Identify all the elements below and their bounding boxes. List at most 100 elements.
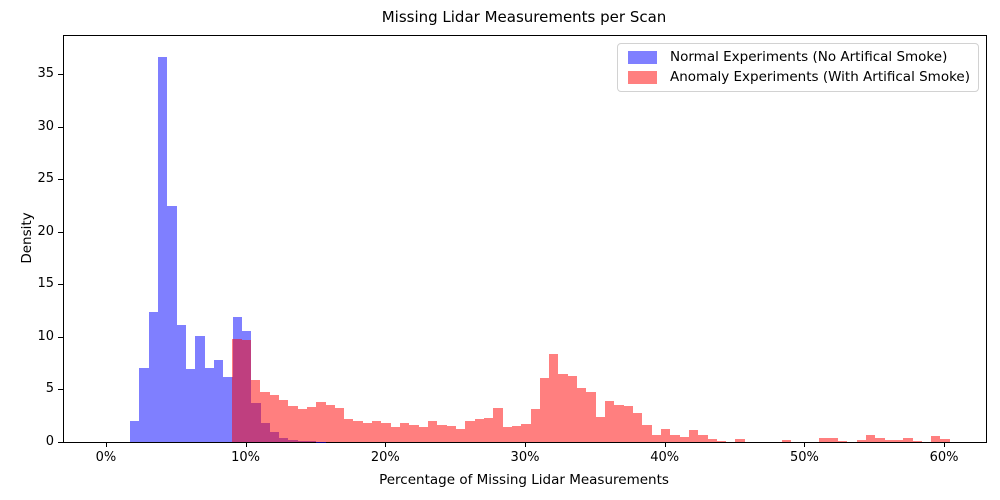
histogram-bar [838, 440, 847, 442]
histogram-bar [577, 388, 586, 442]
histogram-bar [512, 425, 521, 442]
x-tick-mark [944, 442, 946, 447]
x-tick-mark [105, 442, 107, 447]
histogram-bar [437, 424, 447, 442]
histogram-bar [223, 376, 233, 442]
histogram-bar [605, 401, 614, 442]
histogram-bar [363, 423, 372, 442]
legend-label-anomaly: Anomaly Experiments (With Artifical Smok… [670, 69, 970, 85]
histogram-bar [353, 421, 363, 442]
y-tick-mark [58, 336, 63, 338]
histogram-bar [661, 429, 670, 442]
histogram-bar [447, 426, 456, 442]
histogram-bar [521, 424, 531, 442]
histogram-bar [689, 430, 698, 442]
histogram-bar [167, 206, 177, 442]
y-tick-mark [58, 442, 63, 443]
y-tick-mark [58, 284, 63, 286]
histogram-bar [186, 369, 195, 442]
histogram-bar [149, 311, 158, 442]
histogram-bar [251, 379, 260, 442]
histogram-bar [195, 335, 205, 442]
histogram-bar [540, 377, 549, 442]
histogram-bar [139, 368, 149, 442]
x-tick-label: 0% [95, 450, 117, 465]
histogram-bar [493, 408, 503, 442]
y-tick-mark [58, 389, 63, 391]
histogram-bar [326, 405, 335, 442]
y-tick-label: 0 [45, 434, 54, 449]
y-tick-label: 35 [37, 65, 54, 81]
histogram-bar [624, 406, 633, 442]
histogram-bar [205, 368, 214, 442]
y-tick-label: 30 [37, 118, 54, 134]
histogram-bar [586, 391, 596, 442]
histogram-bar [298, 409, 307, 442]
histogram-bar [503, 426, 512, 442]
histogram-bar [270, 394, 279, 442]
histogram-bar [400, 423, 409, 442]
histogram-bar [782, 440, 791, 442]
histogram-bar [614, 404, 624, 442]
x-tick-mark [245, 442, 247, 447]
y-tick-mark [58, 73, 63, 75]
histogram-bar [717, 440, 726, 442]
x-tick-mark [664, 442, 666, 447]
y-tick-label: 20 [37, 223, 54, 239]
y-tick-mark [58, 179, 63, 180]
histogram-bar [931, 436, 940, 442]
histogram-bar [484, 417, 493, 442]
histogram-bar [940, 438, 950, 442]
histogram-bar [177, 325, 186, 442]
histogram-bar [670, 434, 680, 442]
y-tick-label: 15 [37, 276, 54, 292]
histogram-bar [875, 438, 885, 442]
histogram-bar [698, 434, 708, 442]
normal-series-swatch-icon [628, 51, 657, 64]
x-tick-mark [525, 442, 526, 447]
histogram-bar [652, 434, 661, 442]
histogram-bar [288, 406, 298, 442]
chart-title: Missing Lidar Measurements per Scan [381, 8, 667, 26]
histogram-bar [913, 440, 922, 442]
histogram-bar [260, 391, 270, 442]
histogram-bar [568, 375, 577, 442]
histogram-bar [903, 438, 913, 442]
histogram-bar [558, 374, 568, 442]
x-tick-mark [804, 442, 806, 447]
x-axis-label: Percentage of Missing Lidar Measurements [379, 472, 669, 488]
histogram-bar [391, 426, 400, 442]
y-tick-mark [58, 231, 63, 233]
histogram-bar [680, 436, 689, 442]
x-tick-label: 30% [510, 450, 540, 465]
legend: Normal Experiments (No Artifical Smoke) … [617, 43, 979, 92]
histogram-bar [456, 428, 465, 442]
histogram-bar [866, 434, 875, 442]
legend-item-normal: Normal Experiments (No Artifical Smoke) [618, 50, 978, 65]
histogram-bar [242, 340, 251, 442]
histogram-bar [829, 438, 838, 442]
histogram-bar [531, 409, 540, 442]
histogram-bar [549, 353, 558, 442]
x-tick-label: 60% [929, 450, 959, 465]
histogram-bar [130, 421, 139, 442]
histogram-bar [419, 426, 428, 442]
histogram-bar [335, 408, 344, 442]
histogram-bar [596, 416, 605, 442]
histogram-bar [158, 57, 167, 442]
histogram-bar [214, 360, 223, 442]
histogram-bar [642, 424, 652, 442]
histogram-bar [316, 402, 326, 442]
y-axis-label: Density [19, 212, 35, 264]
y-tick-mark [58, 126, 63, 128]
legend-label-normal: Normal Experiments (No Artifical Smoke) [670, 49, 948, 65]
histogram-bar [381, 423, 391, 442]
anomaly-series-swatch-icon [628, 71, 657, 84]
x-tick-label: 20% [370, 450, 400, 465]
histogram-bars-layer [64, 36, 986, 442]
histogram-bar [428, 421, 437, 442]
histogram-bar [475, 418, 484, 442]
histogram-bar [307, 407, 316, 442]
histogram-bar [894, 439, 903, 442]
